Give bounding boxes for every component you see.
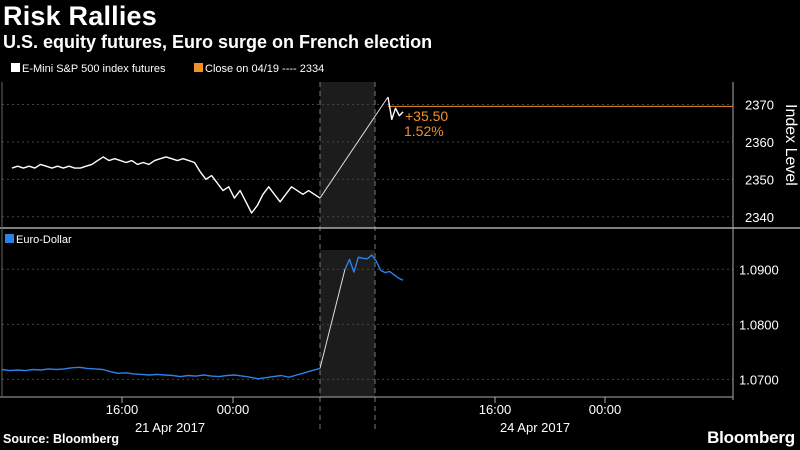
x-tick-label: 00:00	[217, 402, 250, 417]
sp-line-friday	[11, 156, 321, 214]
legend-label-eur: Euro-Dollar	[16, 234, 72, 246]
sp-tick-label: 2370	[745, 97, 774, 112]
sp-y-axis-title: Index Level	[782, 104, 799, 186]
change-annotation: +35.50	[405, 108, 448, 124]
x-tick-label: 16:00	[106, 402, 139, 417]
eur-line-monday	[344, 254, 404, 281]
sp-line-monday	[387, 96, 404, 121]
weekend-gap-shade-bottom	[320, 250, 375, 397]
sp-tick-label: 2360	[745, 135, 774, 150]
chart-title: Risk Rallies	[3, 1, 157, 31]
pct-annotation: 1.52%	[404, 123, 444, 139]
x-date-label: 21 Apr 2017	[135, 420, 205, 435]
legend-swatch-close	[194, 63, 203, 72]
legend-swatch-sp	[11, 63, 20, 72]
sp-tick-label: 2340	[745, 210, 774, 225]
legend-label-close: Close on 04/19 ---- 2334	[205, 63, 324, 75]
brand-logo: Bloomberg	[707, 428, 795, 447]
legend-label-sp: E-Mini S&P 500 index futures	[22, 63, 166, 75]
source-note: Source: Bloomberg	[3, 432, 119, 446]
legend-swatch-eur	[5, 234, 14, 243]
weekend-gap-shade-top	[320, 82, 375, 228]
x-tick-label: 00:00	[589, 402, 622, 417]
eur-gap-connector	[319, 269, 346, 369]
chart-subtitle: U.S. equity futures, Euro surge on Frenc…	[3, 32, 433, 52]
sp-tick-label: 2350	[745, 172, 774, 187]
eur-tick-label: 1.0700	[739, 372, 779, 387]
eur-line-friday	[1, 366, 321, 380]
sp-gap-connector	[319, 96, 389, 199]
eur-tick-label: 1.0800	[739, 317, 779, 332]
x-date-label: 24 Apr 2017	[500, 420, 570, 435]
x-tick-label: 16:00	[479, 402, 512, 417]
eur-tick-label: 1.0900	[739, 262, 779, 277]
